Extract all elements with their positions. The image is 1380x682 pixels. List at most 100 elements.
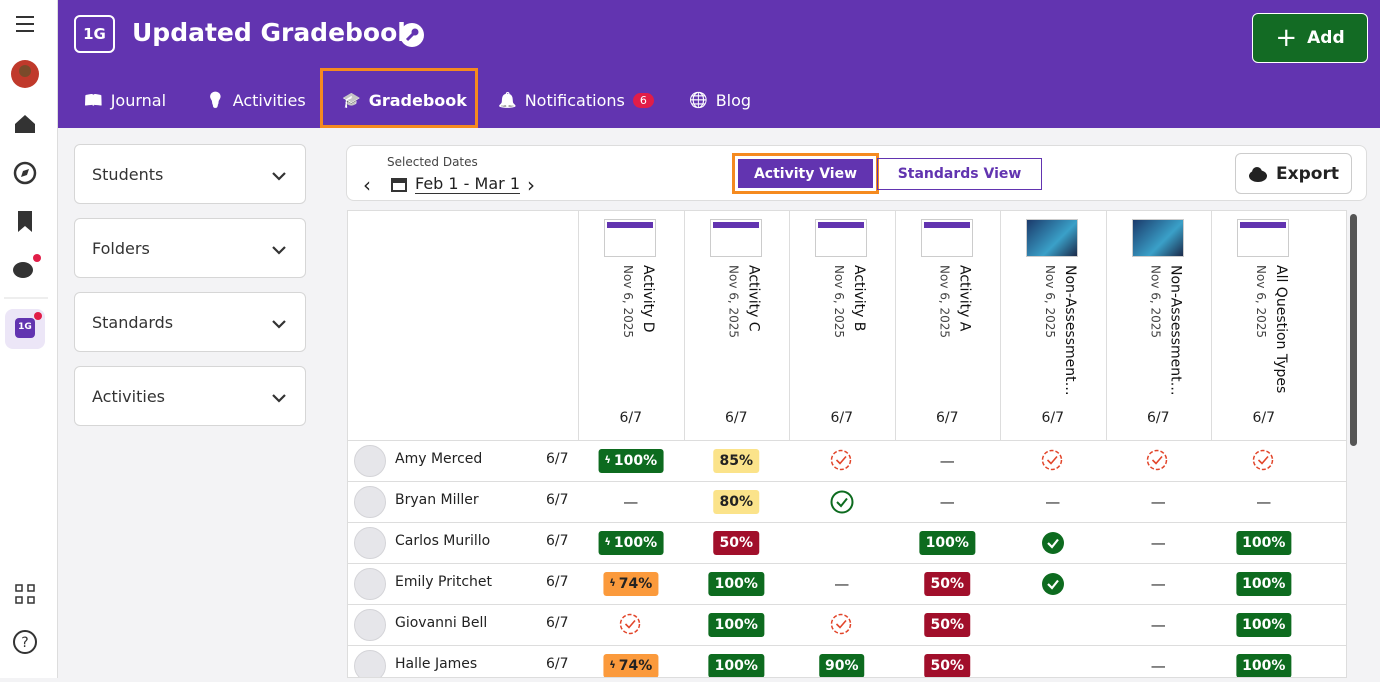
nav-label: Gradebook xyxy=(368,90,467,110)
student-avatar xyxy=(354,567,386,600)
nav-label: Activities xyxy=(232,90,306,110)
column-count: 6/7 xyxy=(1041,410,1065,426)
thumbnail-header xyxy=(712,222,759,228)
column-title: All Question Types Nov 6, 2025 xyxy=(1251,265,1291,395)
score-text: 100% xyxy=(1242,534,1286,551)
score-badge[interactable]: 80% xyxy=(713,489,760,514)
column-title: Non-Assessment… Nov 6, 2025 xyxy=(1040,265,1080,395)
row-divider xyxy=(348,563,1346,564)
student-name[interactable]: Amy Merced xyxy=(395,450,483,467)
scrollbar xyxy=(1350,214,1357,446)
student-name[interactable]: Emily Pritchet xyxy=(395,573,493,590)
cell-text: — xyxy=(834,574,850,593)
nav-icon: 🎓 xyxy=(342,91,361,109)
cell-text: — xyxy=(1150,574,1166,593)
activity-date: Nov 6, 2025 xyxy=(937,265,952,339)
activity-date: Nov 6, 2025 xyxy=(832,265,846,339)
student-count: 6/7 xyxy=(546,655,569,672)
column-title: Activity C Nov 6, 2025 xyxy=(724,265,764,395)
activity-title: Non-Assessment… xyxy=(1062,265,1078,395)
score-badge[interactable]: 50% xyxy=(924,612,971,637)
bolt-icon: ϟ xyxy=(609,578,616,589)
bolt-icon: ϟ xyxy=(604,455,611,466)
score-badge[interactable]: 100% xyxy=(1236,653,1292,677)
nav-item[interactable]: 💡 Activities xyxy=(206,84,306,116)
column-divider xyxy=(683,211,685,440)
score-badge[interactable]: ϟ 100% xyxy=(598,448,664,473)
score-badge[interactable]: 85% xyxy=(713,448,760,473)
score-badge[interactable]: ϟ 74% xyxy=(603,653,659,677)
date-range[interactable]: Feb 1 - Mar 1 xyxy=(415,174,520,194)
filter-label: Standards xyxy=(92,312,174,332)
activity-title: Non-Assessment… xyxy=(1167,265,1184,395)
student-avatar xyxy=(354,444,386,477)
score-badge[interactable]: 100% xyxy=(1236,612,1292,637)
score-badge[interactable]: 50% xyxy=(924,571,971,596)
score-badge[interactable]: ϟ 74% xyxy=(603,571,659,596)
student-name[interactable]: Giovanni Bell xyxy=(395,614,488,631)
activity-thumbnail xyxy=(815,219,867,257)
score-badge[interactable]: 50% xyxy=(924,653,971,677)
score-badge[interactable]: ϟ 100% xyxy=(598,530,664,555)
activity-date: Nov 6, 2025 xyxy=(1254,265,1268,339)
nav-item[interactable]: 🔔 Notifications 6 xyxy=(498,84,654,116)
gradebook-table: Activity D Nov 6, 2025 6/7 Activity C Nov 6,… xyxy=(347,210,1347,678)
activity-view-button[interactable]: Activity View xyxy=(738,159,873,188)
score-badge[interactable]: 100% xyxy=(708,571,764,596)
student-avatar xyxy=(354,485,386,518)
score-text: 50% xyxy=(930,657,965,674)
nav-item[interactable]: 🎓 Gradebook xyxy=(342,84,467,116)
score-badge[interactable]: 100% xyxy=(708,612,764,637)
thumbnail-header xyxy=(607,222,653,228)
score-badge[interactable]: 100% xyxy=(919,530,975,555)
student-name[interactable]: Halle James xyxy=(395,655,478,672)
score-text: 100% xyxy=(714,616,758,633)
score-text: 100% xyxy=(613,452,658,469)
active-tab-outline xyxy=(320,68,478,128)
plus-icon: + xyxy=(1275,23,1298,53)
nav-item[interactable]: 📖 Journal xyxy=(84,84,166,116)
score-text: 50% xyxy=(930,575,965,592)
prev-arrow[interactable]: ‹ xyxy=(363,173,371,197)
column-count: 6/7 xyxy=(935,410,959,426)
filter-dropdown[interactable]: Standards xyxy=(74,292,306,352)
filter-dropdown[interactable]: Students xyxy=(74,144,306,204)
activity-thumbnail xyxy=(604,219,656,257)
settings-icon[interactable] xyxy=(399,22,425,48)
nav-label: Notifications xyxy=(524,90,625,110)
student-count: 6/7 xyxy=(546,532,569,549)
class-badge: 1G xyxy=(74,15,115,53)
score-badge[interactable]: 100% xyxy=(1236,571,1292,596)
chevron xyxy=(271,167,287,186)
score-badge[interactable]: 50% xyxy=(713,530,760,555)
add-button[interactable]: + Add xyxy=(1252,13,1368,63)
activity-title: Activity D xyxy=(640,265,656,333)
complete-icon xyxy=(1041,572,1065,600)
calendar-icon xyxy=(391,178,407,192)
next-arrow[interactable]: › xyxy=(527,173,535,197)
score-badge[interactable]: 100% xyxy=(1236,530,1292,555)
activity-date: Nov 6, 2025 xyxy=(621,265,635,339)
column-divider xyxy=(894,211,896,440)
filter-dropdown[interactable]: Folders xyxy=(74,218,306,278)
cell-text: — xyxy=(623,492,639,511)
activity-title: Activity B xyxy=(851,265,867,332)
rail-badge: 1G xyxy=(18,322,32,332)
score-badge[interactable]: 90% xyxy=(818,653,865,677)
pending-icon xyxy=(830,613,852,639)
score-badge[interactable]: 100% xyxy=(708,653,764,677)
student-name[interactable]: Carlos Murillo xyxy=(395,532,491,549)
activity-thumbnail xyxy=(1026,219,1078,257)
active-view-outline: Activity View xyxy=(732,153,879,194)
export-button[interactable]: Export xyxy=(1235,153,1352,194)
notification-badge: 6 xyxy=(632,92,654,108)
student-name[interactable]: Bryan Miller xyxy=(395,491,479,508)
column-divider xyxy=(1211,211,1212,440)
score-text: 50% xyxy=(719,534,754,551)
filter-dropdown[interactable]: Activities xyxy=(74,366,306,426)
standards-view-button[interactable]: Standards View xyxy=(877,158,1042,190)
student-avatar xyxy=(354,649,386,677)
filter-label: Folders xyxy=(92,238,150,258)
nav-item[interactable]: 🌐 Blog xyxy=(689,84,751,116)
activity-thumbnail xyxy=(1237,219,1289,257)
